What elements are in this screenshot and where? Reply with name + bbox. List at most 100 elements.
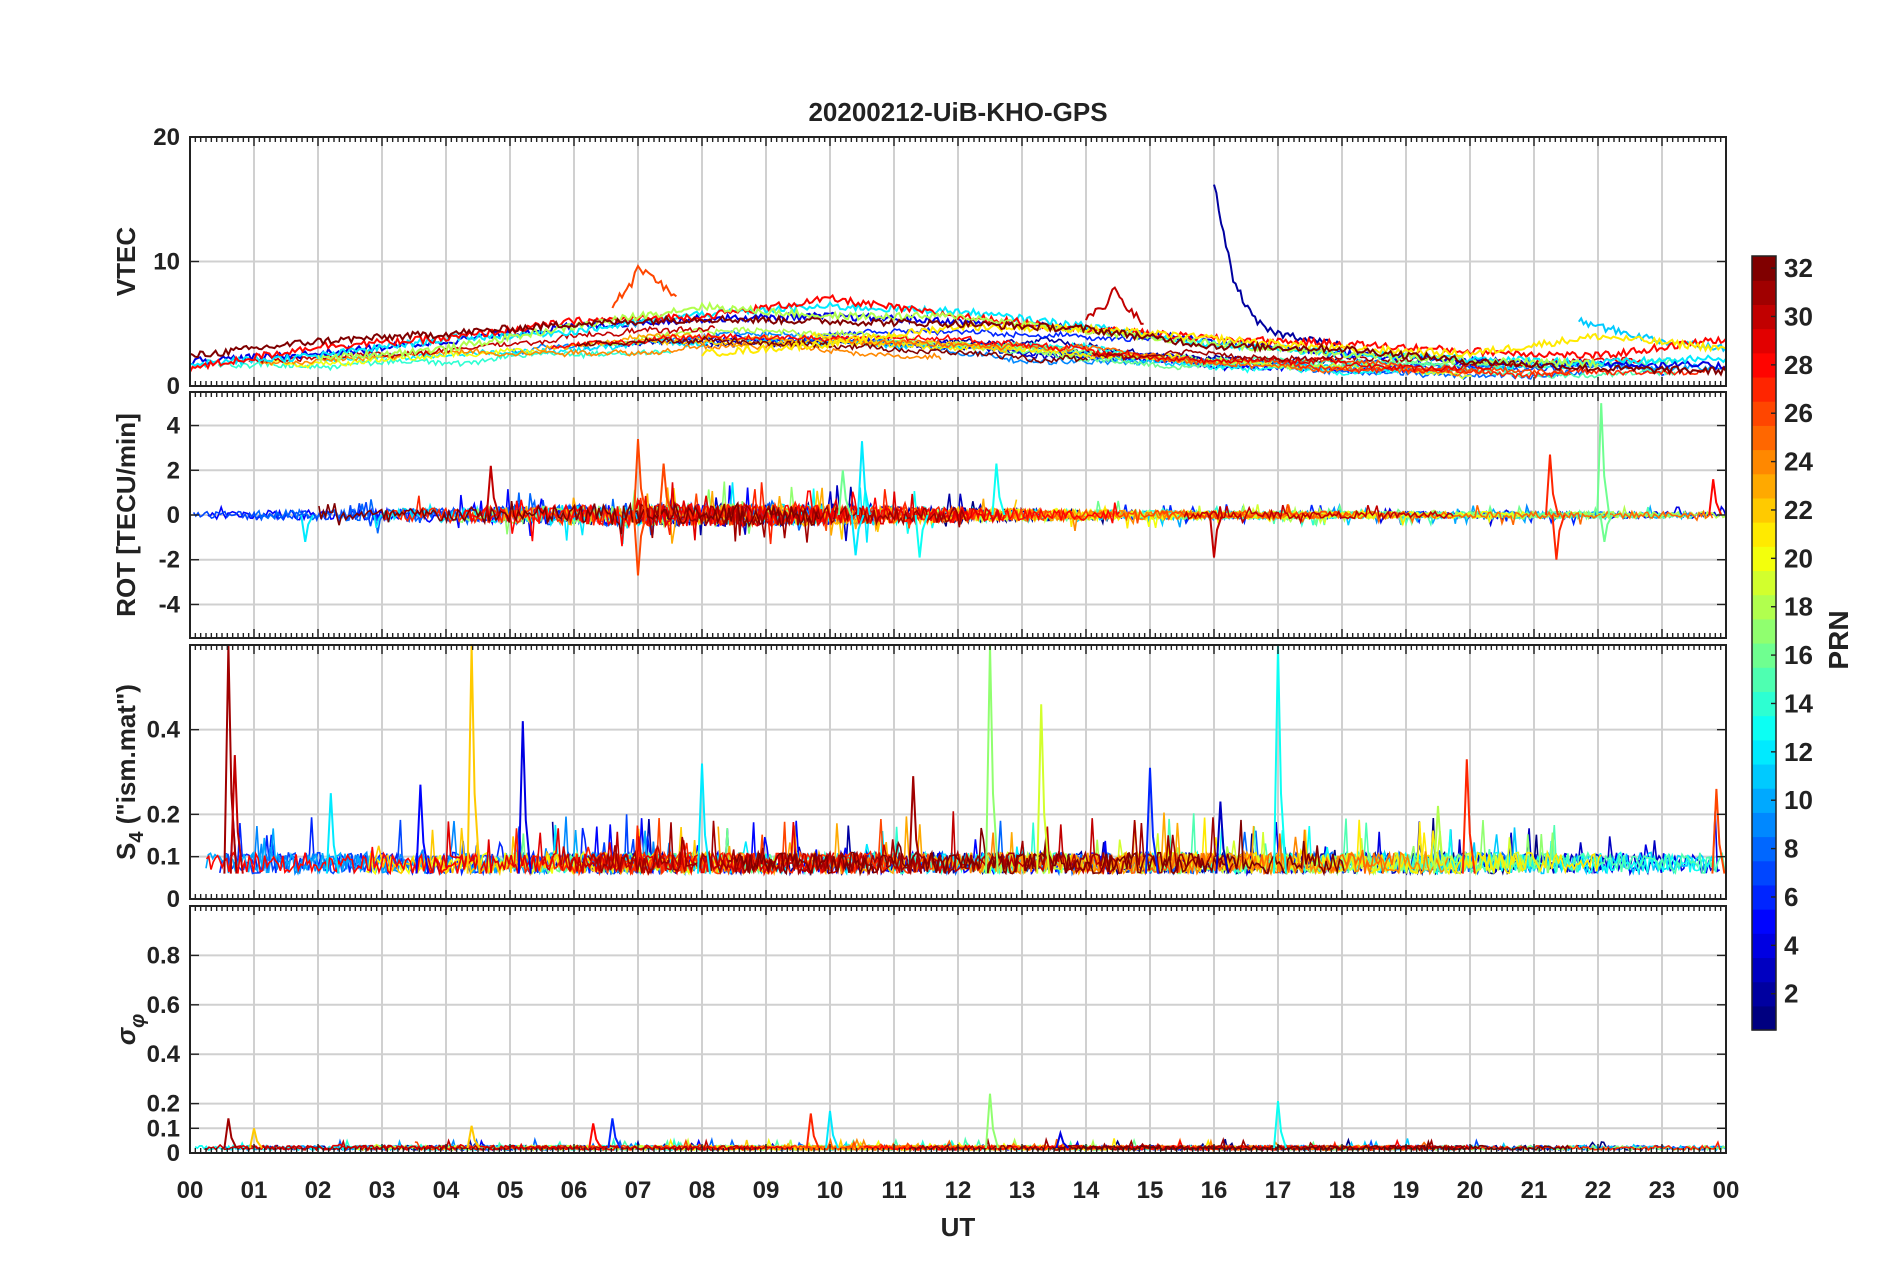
trace-prn-31 [633,502,967,543]
y-tick-label: -4 [159,591,181,618]
spike-prn-22 [466,645,481,874]
series-lines [192,403,1726,576]
y-tick-label: 20 [153,124,180,151]
x-tick-label: 16 [1201,1177,1228,1204]
colorbar-cell [1752,473,1776,499]
spike-prn-30 [1209,514,1223,558]
spike-prn-27 [1551,514,1566,560]
x-tick-label: 00 [1713,1177,1740,1204]
spike-prn-13 [1273,645,1287,874]
colorbar-tick-label: 14 [1784,688,1813,718]
colorbar-tick-label: 18 [1784,592,1813,622]
spike-prn-6 [607,1118,622,1149]
trace-prn-32 [1051,1138,1571,1152]
chart-title: 20200212-UiB-KHO-GPS [808,97,1107,127]
panel-vtec: 0 10 20 VTEC [111,124,1727,400]
y-axis-label-rot: ROT [TECU/min] [111,413,141,617]
spike-prn-31 [223,645,238,874]
spike-prn-19 [1036,704,1051,874]
x-tick-label: 06 [561,1177,588,1204]
x-tick-label: 05 [497,1177,524,1204]
x-tick-label: 00 [177,1177,204,1204]
panel-sigma-phi: 00.10.2 0.4 0.6 0.8 σφ [111,905,1727,1167]
x-tick-label: 04 [433,1177,460,1204]
x-tick-labels: 00 01 02 03 04 05 06 07 08 09 10 11 12 13 14 15 16 17 18 19… [177,1177,1740,1204]
x-tick-label: 15 [1137,1177,1164,1204]
x-tick-label: 08 [689,1177,716,1204]
spike-prn-16 [1596,403,1611,516]
colorbar-cell [1752,1005,1776,1031]
x-tick-label: 18 [1329,1177,1356,1204]
series-prn-21 [701,321,1726,359]
colorbar-tick-label: 8 [1784,834,1798,864]
trace-prn-32 [734,819,1345,877]
colorbar-cell [1752,667,1776,692]
y-tick-label: 0 [167,1140,180,1167]
series-prn-18 [317,301,1599,370]
x-tick-label: 03 [369,1177,396,1204]
colorbar-label: PRN [1823,610,1854,669]
spike-prn-28 [1708,479,1723,516]
x-tick-label: 02 [305,1177,332,1204]
series-prn-30 [1085,286,1144,325]
colorbar-tick-label: 30 [1784,301,1813,331]
spike-prn-26 [1711,788,1726,874]
axis-ticks [189,392,1727,638]
spike-prn-18 [1433,805,1447,874]
spike-prn-17 [985,645,999,874]
x-tick-label: 13 [1009,1177,1036,1204]
y-tick-label: 0.2 [147,801,180,828]
colorbar-cell [1752,280,1776,305]
x-tick-label: 21 [1521,1177,1548,1204]
series-prn-26 [611,264,678,309]
spike-prn-30 [229,755,244,874]
x-tick-label: 17 [1265,1177,1292,1204]
colorbar-cell [1752,957,1776,983]
colorbar-tick-label: 2 [1784,979,1798,1009]
spike-prn-17 [985,1093,999,1149]
spike-prn-13 [914,514,929,558]
series-prn-32 [190,314,1726,377]
axis-ticks [189,906,1727,1154]
panel-s4: 0 0.1 0.2 0.4S4 ("ism.mat") [111,644,1727,913]
colorbar-tick-label: 22 [1784,495,1813,525]
spike-prn-26 [658,463,673,516]
y-axis-label-sigma-phi: σφ [111,1014,149,1045]
spike-prn-22 [249,1128,263,1149]
colorbar-cell [1752,860,1776,886]
spike-prn-12 [850,514,865,556]
colorbar-tick-label: 16 [1784,640,1813,670]
y-tick-label: 0.8 [147,942,180,969]
trace-prn-30 [204,1138,761,1152]
panel-rot: -4 -2 0 2 4 ROT [TECU/min] [111,391,1727,639]
x-tick-label: 11 [881,1177,906,1204]
colorbar-cell [1752,425,1776,451]
axis-ticks [189,645,1727,900]
spike-prn-27 [805,1113,820,1149]
y-tick-label: 0 [167,886,180,913]
y-tick-label: -2 [159,547,180,574]
spike-prn-31 [223,1118,238,1149]
y-axis-label-vtec: VTEC [111,227,141,297]
colorbar-tick-label: 32 [1784,253,1813,283]
spike-prn-22 [466,1125,481,1149]
colorbar-cell [1752,812,1776,838]
axis-ticks [189,136,1727,387]
colorbar-cell [1752,763,1776,789]
y-tick-label: 0 [167,373,180,400]
x-tick-label: 20 [1457,1177,1484,1204]
colorbar-cell [1752,328,1776,354]
trace-prn-22 [666,488,1018,540]
y-tick-label: 0 [167,502,180,529]
x-tick-label: 12 [945,1177,972,1204]
spike-prn-16 [837,470,852,516]
y-tick-label: 10 [153,249,180,276]
colorbar-tick-label: 12 [1784,737,1813,767]
y-tick-label: 2 [167,457,180,484]
trace-prn-31 [909,1136,1466,1152]
colorbar-tick-label: 10 [1784,785,1813,815]
spike-prn-26 [633,438,647,516]
colorbar-strips [1752,256,1776,1031]
